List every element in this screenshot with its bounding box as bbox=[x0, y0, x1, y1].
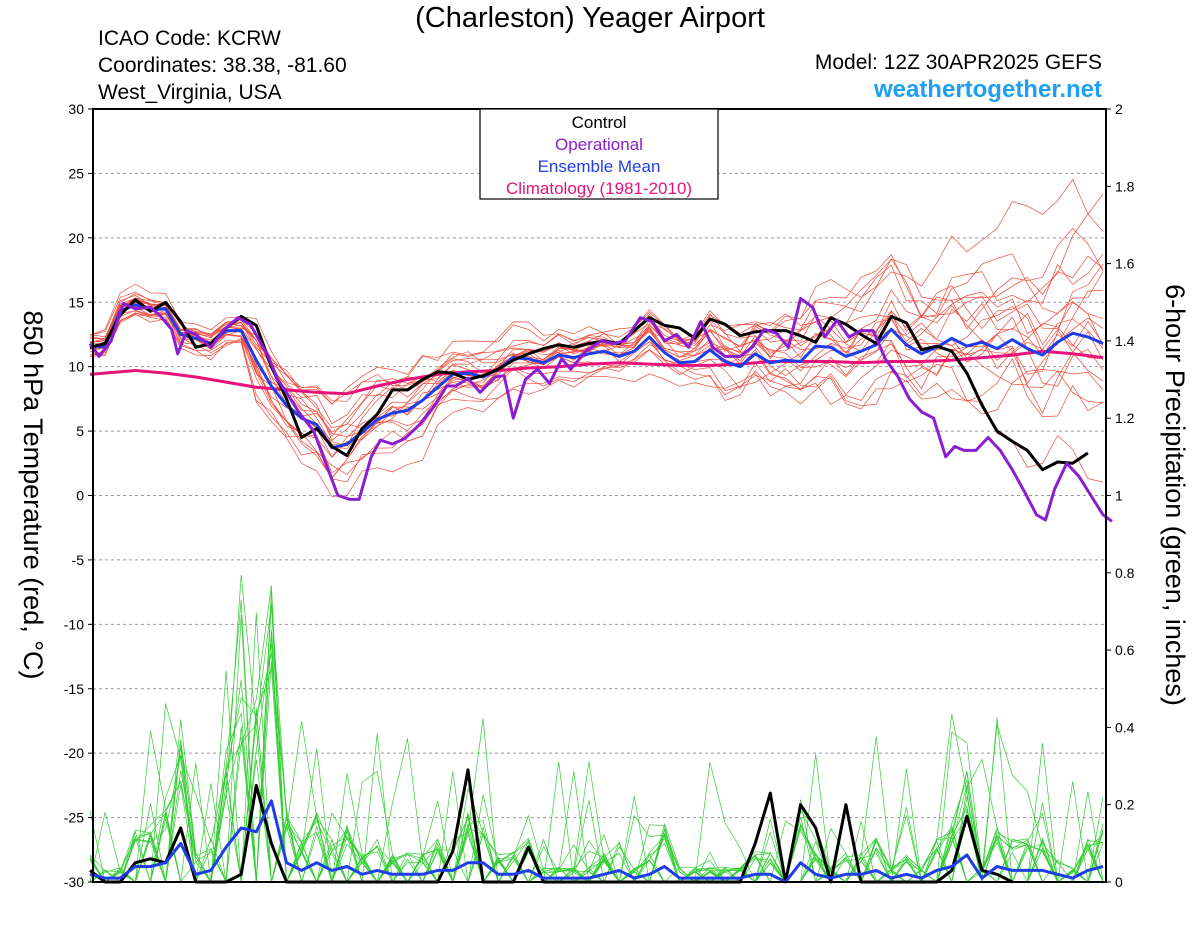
tick-label-left: 30 bbox=[68, 101, 84, 117]
icao-code: ICAO Code: KCRW bbox=[98, 27, 281, 50]
legend-entry: Operational bbox=[555, 135, 643, 154]
temp-member-line bbox=[89, 298, 1104, 458]
model-run: Model: 12Z 30APR2025 GEFS bbox=[814, 51, 1102, 74]
legend-box bbox=[479, 108, 719, 200]
tick-label-right: 0.4 bbox=[1115, 719, 1135, 735]
legend-entry: Climatology (1981-2010) bbox=[506, 179, 692, 198]
tick-label-left: 20 bbox=[68, 230, 84, 246]
tick-label-right: 1.2 bbox=[1115, 410, 1135, 426]
tick-label-right: 0.2 bbox=[1115, 797, 1135, 813]
temp-member-line bbox=[89, 291, 1104, 450]
climatology-line bbox=[89, 349, 1104, 396]
main-series bbox=[88, 296, 1113, 884]
temp-member-line bbox=[89, 227, 1104, 437]
tick-label-right: 1.4 bbox=[1115, 333, 1135, 349]
tick-label-left: -20 bbox=[64, 745, 84, 761]
tick-label-right: 1.6 bbox=[1115, 256, 1135, 272]
region: West_Virginia, USA bbox=[98, 81, 282, 104]
y-axis-label-left: 850 hPa Temperature (red, °C) bbox=[18, 311, 48, 680]
grid bbox=[93, 172, 1106, 819]
tick-label-left: -30 bbox=[64, 874, 84, 890]
temp-member-line bbox=[89, 301, 1104, 479]
tick-label-right: 2 bbox=[1115, 101, 1123, 117]
tick-label-left: 10 bbox=[68, 359, 84, 375]
temp-member-line bbox=[89, 313, 1104, 476]
chart-title: (Charleston) Yeager Airport bbox=[415, 2, 765, 34]
temp-member-line bbox=[89, 312, 1104, 474]
tick-label-left: 25 bbox=[68, 165, 84, 181]
precip-member-line bbox=[89, 726, 1104, 884]
tick-label-left: -5 bbox=[72, 552, 85, 568]
coordinates: Coordinates: 38.38, -81.60 bbox=[98, 54, 347, 77]
temp-member-line bbox=[89, 301, 1104, 483]
precip-member-line bbox=[90, 574, 1103, 883]
mean-temp-line bbox=[89, 303, 1104, 450]
temp-member-line bbox=[89, 297, 1104, 433]
tick-label-left: 0 bbox=[76, 488, 84, 504]
site-link[interactable]: weathertogether.net bbox=[873, 76, 1102, 103]
precip-member-line bbox=[90, 679, 1104, 884]
tick-label-left: -10 bbox=[64, 616, 84, 632]
precip-member-line bbox=[90, 721, 1104, 883]
tick-label-left: -15 bbox=[64, 681, 84, 697]
y-axis-label-right: 6-hour Precipitation (green, inches) bbox=[1160, 284, 1190, 706]
legend: Control Operational Ensemble Mean Climatolo… bbox=[479, 108, 719, 200]
ensemble-members-precipitation bbox=[89, 574, 1104, 884]
legend-entry: Control bbox=[572, 113, 627, 132]
tick-label-right: 1 bbox=[1115, 488, 1123, 504]
tick-label-right: 0.8 bbox=[1115, 565, 1135, 581]
temp-member-line bbox=[89, 178, 1104, 405]
tick-label-left: 5 bbox=[76, 423, 84, 439]
tick-label-right: 0 bbox=[1115, 874, 1123, 890]
operational-temp-line bbox=[88, 296, 1113, 523]
temp-member-line bbox=[89, 213, 1104, 437]
precip-member-line bbox=[89, 661, 1104, 884]
precip-member-line bbox=[89, 667, 1104, 884]
ensemble-members-temperature bbox=[89, 178, 1104, 497]
mean-precip-line bbox=[89, 799, 1104, 884]
tick-label-right: 1.8 bbox=[1115, 178, 1135, 194]
precip-member-line bbox=[89, 710, 1104, 883]
tick-label-left: 15 bbox=[68, 294, 84, 310]
legend-entry: Ensemble Mean bbox=[538, 157, 661, 176]
axes: 302520151050-5-10-15-20-25-3021.81.61.41… bbox=[18, 101, 1190, 890]
temp-member-line bbox=[89, 312, 1104, 497]
tick-label-left: -25 bbox=[64, 810, 84, 826]
temp-member-line bbox=[89, 255, 1104, 441]
control-temp-line bbox=[89, 298, 1089, 472]
tick-label-right: 0.6 bbox=[1115, 642, 1135, 658]
